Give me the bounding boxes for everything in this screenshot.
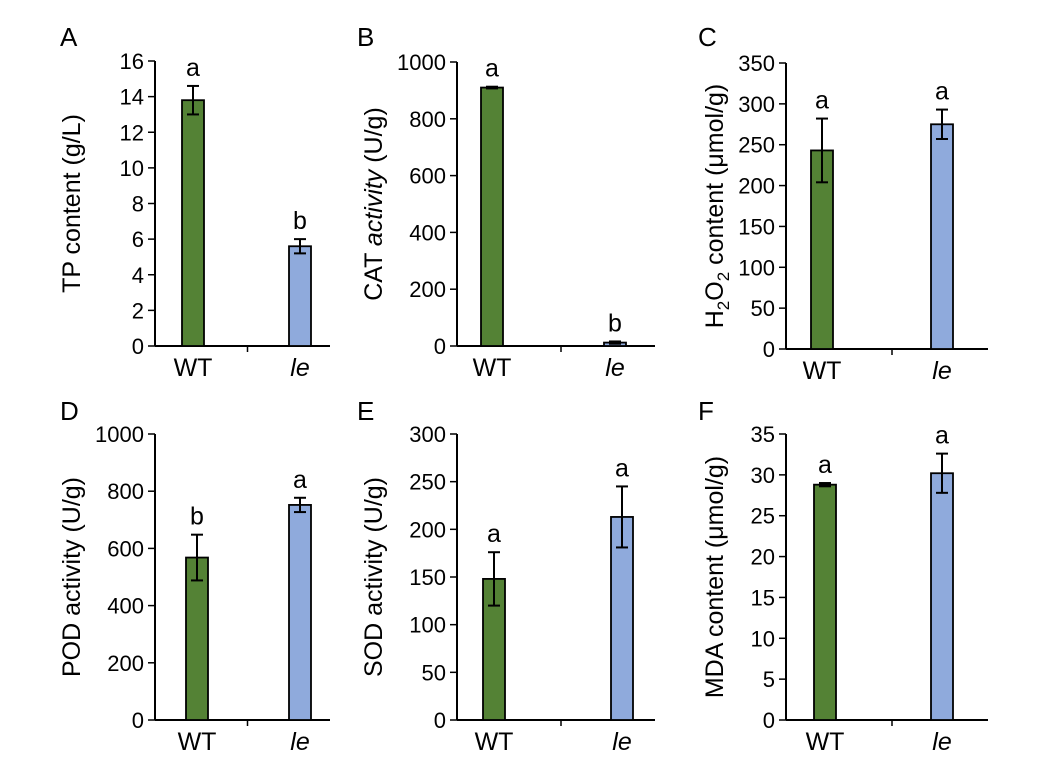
y-tick-label: 600 bbox=[107, 536, 144, 561]
category-label-wt: WT bbox=[475, 728, 514, 756]
y-tick-label: 20 bbox=[751, 545, 775, 570]
significance-label: b bbox=[190, 503, 204, 531]
y-tick-label: 12 bbox=[120, 120, 144, 145]
category-label-le: le bbox=[290, 354, 309, 382]
bar-wt bbox=[185, 556, 209, 721]
y-tick-label: 100 bbox=[738, 255, 775, 280]
y-tick-label: 800 bbox=[107, 479, 144, 504]
y-axis-label: CAT activity (U/g) bbox=[360, 107, 388, 301]
bar-le bbox=[930, 472, 954, 721]
y-axis-label: TP content (g/L) bbox=[58, 114, 86, 293]
y-tick-label: 200 bbox=[738, 174, 775, 199]
y-tick-label: 30 bbox=[751, 463, 775, 488]
y-tick-label: 1000 bbox=[95, 422, 144, 447]
y-axis-label: SOD activity (U/g) bbox=[360, 477, 388, 677]
panel-f: F 0 5 10 15 20 25 30 35 MDA content (μmol/g) a WT a l… bbox=[698, 396, 988, 756]
bar-le bbox=[930, 123, 954, 350]
category-label-le: le bbox=[612, 728, 631, 756]
category-label-le: le bbox=[290, 728, 309, 756]
y-tick-label: 4 bbox=[132, 263, 144, 288]
bar-le bbox=[288, 504, 312, 721]
y-tick-label: 5 bbox=[763, 667, 775, 692]
panel-letter: F bbox=[698, 396, 714, 426]
panel-letter: A bbox=[60, 22, 78, 52]
panel-letter: D bbox=[60, 396, 79, 426]
significance-label: a bbox=[487, 520, 501, 548]
category-label-wt: WT bbox=[174, 354, 213, 382]
y-tick-label: 0 bbox=[132, 708, 144, 733]
y-axis-label: MDA content (μmol/g) bbox=[701, 456, 729, 698]
y-tick-label: 150 bbox=[409, 565, 446, 590]
category-label-wt: WT bbox=[473, 354, 512, 382]
significance-label: a bbox=[818, 451, 832, 479]
y-tick-label: 100 bbox=[409, 613, 446, 638]
category-label-le: le bbox=[932, 357, 951, 385]
y-tick-label: 800 bbox=[409, 107, 446, 132]
y-tick-label: 0 bbox=[763, 337, 775, 362]
significance-label: b bbox=[293, 207, 307, 235]
panel-letter: E bbox=[357, 396, 374, 426]
panel-b: B 0 200 400 600 800 1000 CAT activity (U/g) a WT b… bbox=[357, 22, 655, 382]
y-tick-label: 350 bbox=[738, 51, 775, 76]
significance-label: a bbox=[293, 466, 307, 494]
y-tick-label: 10 bbox=[751, 626, 775, 651]
y-tick-label: 200 bbox=[107, 651, 144, 676]
y-tick-label: 8 bbox=[132, 192, 144, 217]
y-tick-label: 35 bbox=[751, 422, 775, 447]
y-tick-label: 2 bbox=[132, 298, 144, 323]
bar-wt bbox=[813, 483, 837, 721]
bar-wt bbox=[480, 86, 504, 347]
y-tick-label: 25 bbox=[751, 504, 775, 529]
y-tick-label: 400 bbox=[409, 220, 446, 245]
y-tick-label: 150 bbox=[738, 214, 775, 239]
significance-label: a bbox=[186, 54, 200, 82]
significance-label: b bbox=[608, 309, 622, 337]
y-tick-label: 200 bbox=[409, 517, 446, 542]
y-tick-label: 0 bbox=[434, 708, 446, 733]
y-tick-label: 6 bbox=[132, 227, 144, 252]
y-tick-label: 0 bbox=[434, 334, 446, 359]
significance-label: a bbox=[935, 78, 949, 106]
y-tick-label: 50 bbox=[422, 660, 446, 685]
panel-letter: B bbox=[357, 22, 374, 52]
y-tick-label: 400 bbox=[107, 594, 144, 619]
y-tick-label: 0 bbox=[763, 708, 775, 733]
y-tick-label: 14 bbox=[120, 85, 144, 110]
y-tick-label: 15 bbox=[751, 585, 775, 610]
y-tick-label: 10 bbox=[120, 156, 144, 181]
bar-le bbox=[288, 245, 312, 347]
category-label-le: le bbox=[932, 728, 951, 756]
y-tick-label: 1000 bbox=[397, 50, 446, 75]
significance-label: a bbox=[615, 454, 629, 482]
category-label-wt: WT bbox=[803, 357, 842, 385]
y-tick-label: 250 bbox=[409, 470, 446, 495]
y-axis-label: H2O2 content (μmol/g) bbox=[701, 84, 733, 329]
bar-wt bbox=[181, 99, 205, 347]
category-label-le: le bbox=[605, 354, 624, 382]
y-tick-label: 0 bbox=[132, 334, 144, 359]
significance-label: a bbox=[815, 87, 829, 115]
category-label-wt: WT bbox=[178, 728, 217, 756]
panel-e: E 0 50 100 150 200 250 300 SOD activity (U/g) a WT… bbox=[357, 396, 655, 756]
significance-label: a bbox=[485, 55, 499, 83]
y-tick-label: 300 bbox=[409, 422, 446, 447]
y-tick-label: 16 bbox=[120, 49, 144, 74]
panel-letter: C bbox=[698, 22, 717, 52]
significance-label: a bbox=[935, 422, 949, 450]
panel-d: D 0 200 400 600 800 1000 POD activity (U/g) b WT a… bbox=[58, 396, 330, 756]
y-tick-label: 250 bbox=[738, 133, 775, 158]
y-tick-label: 300 bbox=[738, 92, 775, 117]
y-axis-label: POD activity (U/g) bbox=[58, 477, 86, 677]
y-tick-label: 200 bbox=[409, 277, 446, 302]
category-label-wt: WT bbox=[806, 728, 845, 756]
panel-a: A 0 2 4 6 8 10 12 14 16 TP content (g/L) a WT b le bbox=[58, 22, 330, 382]
y-tick-label: 600 bbox=[409, 164, 446, 189]
y-tick-label: 50 bbox=[751, 296, 775, 321]
